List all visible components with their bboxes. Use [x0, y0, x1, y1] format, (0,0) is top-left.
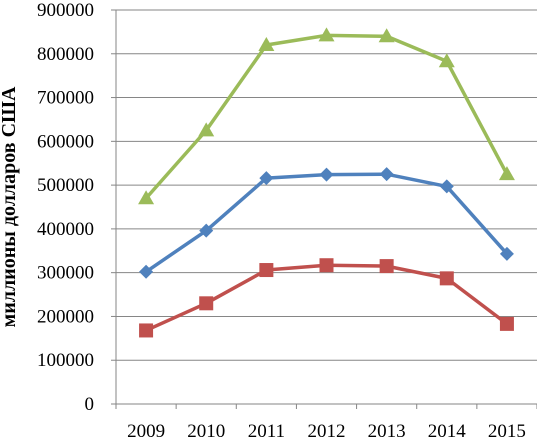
- data-point-square: [139, 323, 154, 338]
- data-point-square: [439, 271, 454, 286]
- data-point-square: [259, 263, 274, 278]
- data-point-square: [319, 258, 334, 273]
- y-axis-title: миллионы долларов США: [0, 86, 20, 327]
- data-point-triangle: [258, 37, 275, 52]
- y-tick-label: 800000: [37, 44, 94, 65]
- series-line: [145, 172, 509, 274]
- x-tick-label: 2012: [308, 421, 346, 439]
- x-tick-label: 2011: [248, 421, 285, 439]
- data-point-diamond: [319, 167, 334, 182]
- axes: [111, 9, 537, 409]
- data-point-diamond: [379, 167, 394, 182]
- x-tick-label: 2009: [127, 421, 165, 439]
- y-tick-label: 900000: [37, 0, 94, 21]
- data-point-square: [199, 296, 214, 311]
- data-point-square: [499, 316, 514, 331]
- data-point-triangle: [198, 122, 215, 137]
- data-point-diamond: [259, 171, 274, 186]
- y-tick-label: 100000: [37, 350, 94, 371]
- y-tick-label: 400000: [37, 219, 94, 240]
- data-point-triangle: [138, 190, 155, 205]
- y-tick-label: 700000: [37, 88, 94, 109]
- y-tick-label: 500000: [37, 175, 94, 196]
- series-group: [138, 27, 515, 338]
- y-tick-label: 300000: [37, 263, 94, 284]
- data-point-diamond: [439, 179, 454, 194]
- x-tick-label: 2010: [187, 421, 225, 439]
- y-tick-label: 200000: [37, 306, 94, 327]
- data-point-diamond: [199, 223, 214, 238]
- data-point-triangle: [498, 166, 515, 181]
- x-tick-label: 2014: [428, 421, 467, 439]
- y-tick-label: 600000: [37, 131, 94, 152]
- x-tick-label: 2015: [488, 421, 526, 439]
- x-tick-label: 2013: [368, 421, 406, 439]
- data-point-square: [379, 259, 394, 274]
- data-point-triangle: [378, 28, 395, 43]
- tick-labels: 0 100000 200000 300000 400000 500000 600000 700…: [37, 0, 526, 439]
- data-point-diamond: [139, 264, 154, 279]
- data-point-diamond: [499, 246, 514, 261]
- data-point-triangle: [438, 53, 455, 68]
- gridlines: [116, 9, 537, 361]
- data-point-triangle: [318, 27, 335, 42]
- y-tick-label: 0: [85, 394, 95, 415]
